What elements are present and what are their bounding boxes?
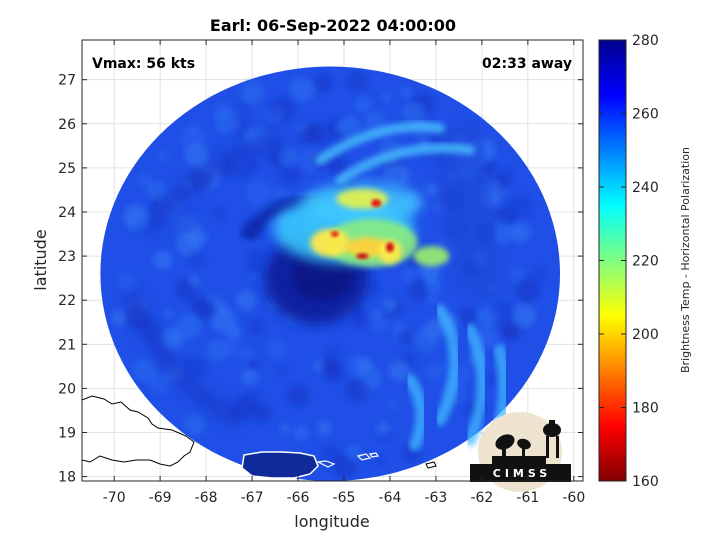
y-axis-label: latitude: [31, 229, 50, 290]
colorbar-tick-label: 160: [632, 474, 659, 490]
colorbar-tick-label: 260: [632, 107, 659, 123]
cimss-logo: CIMSS: [470, 412, 571, 492]
time-away-annotation: 02:33 away: [482, 56, 572, 72]
y-tick-labels: 18 19 20 21 22 23 24 25 26 27: [58, 73, 76, 486]
colorbar-ticks: 160 180 200 220 240 260 280: [599, 33, 659, 490]
x-tick-label: -69: [149, 490, 172, 506]
tick-marks: [82, 40, 583, 481]
rain-bands: [122, 121, 510, 451]
x-axis-label: longitude: [294, 512, 369, 531]
y-tick-label: 22: [58, 293, 76, 309]
virgin-islands-coastline-2: [368, 452, 380, 458]
x-tick-label: -60: [562, 490, 585, 506]
chart-title: Earl: 06-Sep-2022 04:00:00: [210, 16, 456, 35]
colorbar-tick-label: 220: [632, 254, 659, 270]
x-tick-label: -63: [424, 490, 447, 506]
convective-core: [273, 183, 450, 267]
x-tick-label: -70: [103, 490, 126, 506]
y-tick-label: 21: [58, 337, 76, 353]
y-tick-label: 20: [58, 381, 76, 397]
logo-text: CIMSS: [493, 467, 551, 480]
x-tick-label: -68: [195, 490, 218, 506]
axes-box: [81, 39, 584, 482]
x-tick-label: -62: [470, 490, 493, 506]
colorbar-tick-label: 240: [632, 180, 659, 196]
hispaniola-coastline: [82, 395, 195, 467]
vieques-coastline: [315, 460, 336, 468]
y-tick-label: 25: [58, 161, 76, 177]
puerto-rico-coastline: [241, 451, 319, 479]
y-tick-label: 24: [58, 205, 76, 221]
y-tick-label: 23: [58, 249, 76, 265]
colorbar-tick-label: 180: [632, 401, 659, 417]
coastlines: [82, 395, 437, 479]
y-tick-label: 18: [58, 470, 76, 486]
anguilla-coastline: [425, 461, 437, 469]
y-tick-label: 27: [58, 73, 76, 89]
x-tick-label: -61: [516, 490, 539, 506]
x-tick-label: -66: [287, 490, 310, 506]
x-tick-label: -67: [241, 490, 264, 506]
colorbar-label: Brightness Temp - Horizontal Polarizatio…: [679, 147, 692, 373]
colorbar-tick-label: 200: [632, 327, 659, 343]
x-tick-label: -64: [379, 490, 402, 506]
vmax-annotation: Vmax: 56 kts: [92, 56, 195, 72]
y-tick-label: 19: [58, 425, 76, 441]
colorbar-tick-label: 280: [632, 33, 659, 49]
swath-imagery: [100, 66, 561, 481]
y-tick-label: 26: [58, 117, 76, 133]
virgin-islands-coastline: [356, 453, 372, 461]
x-tick-label: -65: [333, 490, 356, 506]
x-tick-labels: -70 -69 -68 -67 -66 -65 -64 -63 -62 -61 -60: [103, 490, 586, 506]
